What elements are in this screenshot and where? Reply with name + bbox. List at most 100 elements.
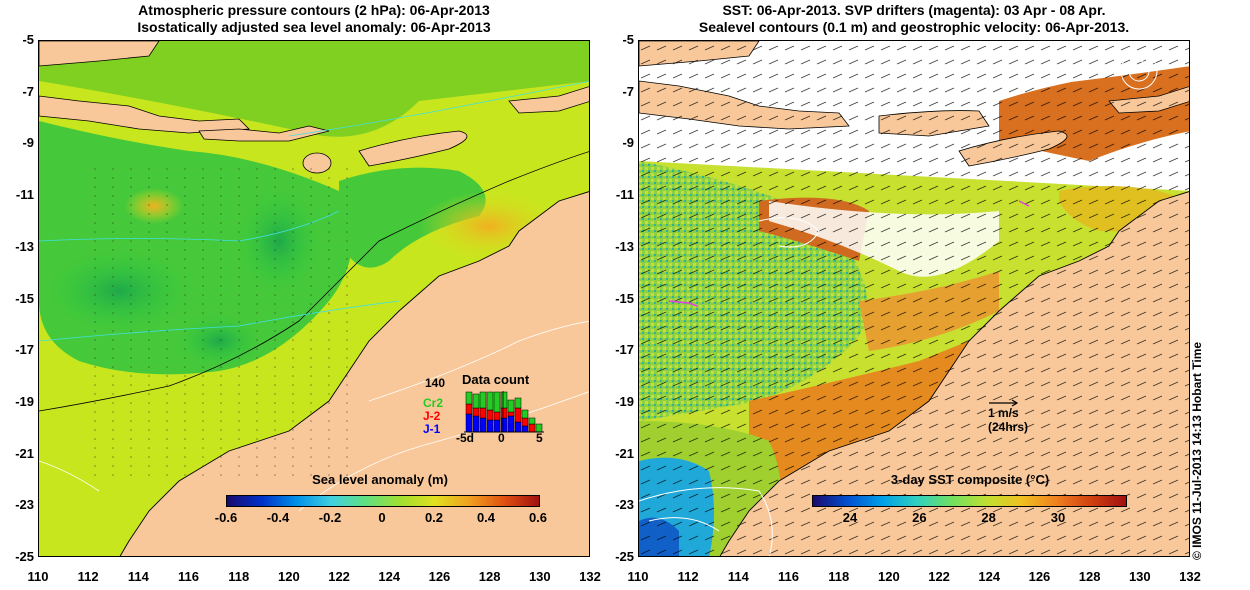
data-count-bar [500,417,508,433]
left-title-line1: Atmospheric pressure contours (2 hPa): 0… [138,2,490,18]
left-lon-tick-label: 126 [428,569,451,584]
imos-credit: © IMOS 11-Jul-2013 14:13 Hobart Time [1190,341,1204,560]
left-lon-tick-label: 120 [278,569,300,584]
data-count-max-label: 140 [425,376,446,390]
right-lon-tick-label: 116 [778,569,800,584]
sla-colorbar-tick: 0 [378,510,386,525]
left-lon-tick-label: 110 [27,569,49,584]
velocity-scale-label: 1 m/s [988,406,1019,420]
sst-colorbar-tick: 24 [842,510,858,525]
left-lon-tick-label: 114 [127,569,149,584]
sea-level-anomaly-map [38,40,590,557]
data-count-bar [521,417,529,427]
right-lat-tick-label: -19 [615,393,634,409]
data-count-bar [500,391,508,409]
right-title-line1: SST: 06-Apr-2013. SVP drifters (magenta)… [722,2,1106,18]
data-count-bar [465,403,473,415]
left-lon-tick-label: 112 [77,569,99,584]
right-lat-tick-label: -23 [615,497,634,513]
sst-colorbar [812,495,1127,507]
data-count-bar [479,407,487,419]
data-count-bar [465,391,473,405]
data-count-bar [472,393,480,409]
data-count-xtick-5: 5 [536,431,543,445]
data-count-bar [493,391,501,413]
left-lon-tick-label: 122 [328,569,350,584]
right-lon-tick-label: 132 [1179,569,1201,584]
right-lon-tick-label: 120 [878,569,900,584]
data-count-bar [493,411,501,421]
sla-colorbar-tick: -0.4 [266,510,290,525]
sst-colorbar-title: 3-day SST composite (°C) [890,472,1050,487]
left-map-title: Atmospheric pressure contours (2 hPa): 0… [38,2,590,36]
left-lat-tick-label: -25 [15,549,34,564]
data-count-bar [514,421,522,433]
right-lon-tick-label: 112 [677,569,699,584]
right-lat-tick-label: -13 [615,238,634,254]
sla-colorbar-tick: -0.6 [214,510,238,525]
left-title-line2: Isostatically adjusted sea level anomaly… [137,19,491,35]
left-lat-tick-label: -17 [15,342,34,358]
sla-colorbar [226,495,540,507]
left-lon-tick-label: 132 [579,569,601,584]
data-count-bar [500,407,508,419]
data-count-bar [528,417,536,425]
legend-cr2: Cr2 [423,396,444,410]
data-count-bar [486,419,494,433]
right-lon-tick-label: 126 [1028,569,1051,584]
data-count-bar [507,399,515,413]
right-lon-tick-label: 122 [928,569,950,584]
sla-colorbar-tick: 0.4 [476,510,496,525]
sla-colorbar-title: Sea level anomaly (m) [312,472,448,487]
right-lat-tick-label: -5 [622,32,634,47]
left-lat-tick-label: -9 [22,135,34,151]
right-lat-tick-label: -17 [615,342,634,358]
sst-colorbar-tick: 30 [1050,510,1066,525]
right-lon-tick-label: 124 [978,569,1001,584]
data-count-xtick-0: 0 [498,431,505,445]
data-count-bar [486,409,494,421]
data-count-bar [486,391,494,411]
right-lon-tick-label: 130 [1128,569,1151,584]
right-lat-tick-label: -21 [615,445,634,461]
right-lat-tick-label: -25 [615,549,634,564]
left-lat-tick-label: -11 [15,187,34,203]
right-lat-tick-label: -15 [615,290,634,306]
left-lon-tick-label: 128 [478,569,501,584]
data-count-bar [514,407,522,423]
right-lon-tick-label: 128 [1078,569,1101,584]
data-count-chart [464,391,544,433]
sst-map [638,40,1190,557]
right-lon-tick-label: 114 [727,569,749,584]
left-lon-tick-label: 116 [178,569,200,584]
legend-j2: J-2 [423,409,441,423]
data-count-xtick-neg5: -5d [456,431,474,445]
data-count-bar [507,415,515,433]
left-lat-tick-label: -7 [22,83,34,99]
sst-colorbar-tick: 26 [912,510,927,525]
data-count-bar [479,417,487,433]
data-count-bar [521,425,529,433]
data-count-bar [528,423,536,433]
left-lat-tick-label: -5 [22,32,34,47]
left-lat-tick-label: -19 [15,393,34,409]
left-lon-tick-label: 124 [378,569,401,584]
right-lon-tick-label: 118 [828,569,850,584]
sla-colorbar-tick: 0.2 [424,510,444,525]
sst-colorbar-tick: 28 [981,510,996,525]
right-lat-tick-label: -7 [622,83,634,99]
right-lat-tick-label: -9 [622,135,634,151]
right-title-line2: Sealevel contours (0.1 m) and geostrophi… [698,19,1130,35]
right-lat-tick-label: -11 [615,187,634,203]
left-lon-tick-label: 130 [528,569,551,584]
data-count-bar [472,407,480,417]
left-lat-tick-label: -15 [15,290,34,306]
data-count-bar [514,397,522,409]
legend-j1: J-1 [423,422,441,436]
data-count-title: Data count [462,372,530,387]
left-lat-tick-label: -13 [15,238,34,254]
data-count-bar [479,391,487,409]
velocity-scale-sublabel: (24hrs) [988,420,1029,434]
data-count-bar [465,413,473,433]
left-lat-tick-label: -21 [15,445,34,461]
